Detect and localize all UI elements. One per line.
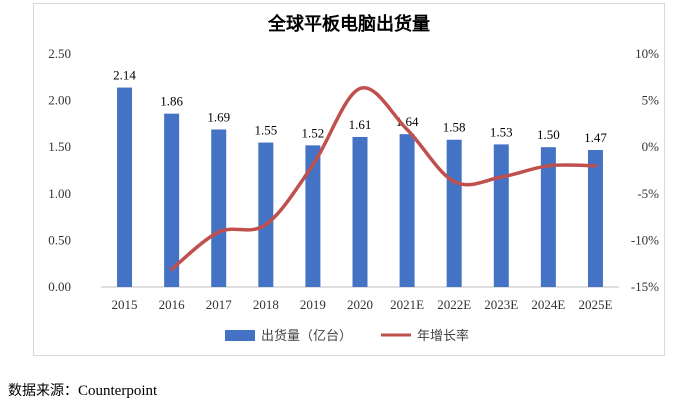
bar-data-label: 1.86 bbox=[160, 94, 183, 109]
bar bbox=[211, 129, 227, 287]
bar-data-label: 1.55 bbox=[254, 123, 277, 138]
source-name: Counterpoint bbox=[78, 383, 158, 399]
legend: 出货量（亿台） 年增长率 bbox=[225, 328, 469, 344]
x-tick-label: 2017 bbox=[206, 297, 233, 312]
bar-data-label: 1.69 bbox=[207, 109, 230, 124]
left-tick-label: 2.50 bbox=[48, 46, 71, 61]
bar-data-label: 1.58 bbox=[443, 120, 466, 135]
legend-bar-label: 出货量（亿台） bbox=[261, 328, 352, 344]
x-axis: 2015 2016 2017 2018 2019 2020 2021E 2022E 2023E 2… bbox=[112, 297, 613, 312]
bar-data-label: 1.47 bbox=[584, 130, 607, 145]
bar bbox=[164, 113, 180, 287]
x-tick-label: 2018 bbox=[253, 297, 279, 312]
bar-data-label: 2.14 bbox=[113, 68, 136, 83]
bar bbox=[117, 87, 133, 287]
bar bbox=[305, 145, 321, 287]
bar bbox=[587, 149, 603, 287]
right-tick-label: 5% bbox=[642, 93, 660, 108]
x-tick-label: 2020 bbox=[347, 297, 373, 312]
right-tick-label: -15% bbox=[631, 279, 659, 294]
legend-line-label: 年增长率 bbox=[417, 328, 469, 344]
x-tick-label: 2022E bbox=[437, 297, 471, 312]
right-tick-label: 10% bbox=[635, 46, 659, 61]
left-tick-label: 2.00 bbox=[48, 93, 71, 108]
bar-series bbox=[117, 87, 603, 287]
x-tick-label: 2025E bbox=[578, 297, 612, 312]
left-tick-label: 0.50 bbox=[48, 232, 71, 247]
bar bbox=[540, 147, 556, 287]
bar-data-labels: 2.141.861.691.55 1.521.61 1.64 1.58 1.53 1.50… bbox=[113, 68, 607, 145]
legend-bar-swatch bbox=[225, 330, 255, 341]
x-tick-label: 2024E bbox=[531, 297, 565, 312]
chart-svg: 全球平板电脑出货量 0.000.501.001.502.002.50 -15%-… bbox=[48, 13, 659, 344]
line-series bbox=[169, 86, 598, 272]
x-tick-label: 2023E bbox=[484, 297, 518, 312]
right-tick-label: -10% bbox=[631, 232, 659, 247]
left-tick-label: 0.00 bbox=[48, 279, 71, 294]
x-tick-label: 2019 bbox=[300, 297, 326, 312]
bar-data-label: 1.52 bbox=[302, 125, 325, 140]
right-axis: -15% -10% -5% 0% 5% 10% bbox=[631, 46, 659, 294]
right-tick-label: -5% bbox=[637, 186, 659, 201]
source-label: 数据来源： bbox=[8, 383, 78, 399]
left-axis: 0.00 0.50 1.00 1.50 2.00 2.50 bbox=[48, 46, 71, 294]
bar-data-label: 1.53 bbox=[490, 124, 513, 139]
left-tick-label: 1.00 bbox=[48, 186, 71, 201]
bar-data-label: 1.61 bbox=[349, 117, 372, 132]
chart-title: 全球平板电脑出货量 bbox=[267, 13, 430, 35]
source-note: 数据来源：Counterpoint bbox=[8, 380, 157, 400]
growth-rate-line bbox=[169, 86, 598, 272]
left-tick-label: 1.50 bbox=[48, 139, 71, 154]
bar-data-label: 1.50 bbox=[537, 127, 560, 142]
bar bbox=[352, 136, 368, 287]
chart-frame: 全球平板电脑出货量 0.00 0.50 1.00 1.50 2.00 2.50 -15% -… bbox=[33, 3, 665, 356]
bar bbox=[399, 134, 415, 287]
x-tick-label: 2015 bbox=[112, 297, 138, 312]
bar bbox=[258, 142, 274, 287]
bar bbox=[446, 139, 462, 287]
x-tick-label: 2016 bbox=[159, 297, 186, 312]
bar bbox=[493, 144, 509, 287]
right-tick-label: 0% bbox=[642, 139, 660, 154]
x-tick-label: 2021E bbox=[390, 297, 424, 312]
